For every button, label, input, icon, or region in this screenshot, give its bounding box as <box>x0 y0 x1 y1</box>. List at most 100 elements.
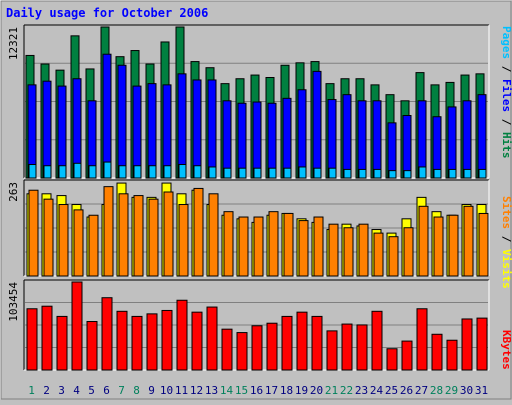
bar-sites-14 <box>223 211 234 277</box>
bar-files-15 <box>237 102 247 179</box>
x-label-11: 11 <box>175 384 188 397</box>
bar-pages-14 <box>223 167 232 179</box>
chart-title: Daily usage for October 2006 <box>6 6 208 20</box>
bar-kbytes-25 <box>386 348 398 371</box>
legend-separator: / <box>500 229 512 249</box>
bar-files-19 <box>297 89 307 179</box>
bar-pages-23 <box>358 168 367 179</box>
bar-files-14 <box>222 100 232 179</box>
bar-kbytes-15 <box>236 332 248 371</box>
bar-kbytes-27 <box>416 308 428 371</box>
x-label-5: 5 <box>88 384 95 397</box>
bar-sites-7 <box>118 193 129 277</box>
bar-pages-9 <box>148 165 157 179</box>
bar-files-12 <box>192 79 202 179</box>
legend-item-visits: Visits <box>500 249 512 289</box>
bar-sites-8 <box>133 195 144 277</box>
x-label-26: 26 <box>400 384 413 397</box>
bar-kbytes-12 <box>191 311 203 371</box>
bar-sites-6 <box>103 186 114 277</box>
legend-separator: / <box>500 112 512 132</box>
bar-kbytes-3 <box>56 315 68 371</box>
bar-kbytes-23 <box>356 324 368 371</box>
bar-kbytes-8 <box>131 315 143 371</box>
bar-kbytes-7 <box>116 310 128 371</box>
bar-kbytes-16 <box>251 325 263 371</box>
bar-kbytes-13 <box>206 306 218 371</box>
bar-kbytes-2 <box>41 305 53 371</box>
bar-sites-5 <box>88 214 99 277</box>
legend-visits_sites: Sites / Visits <box>500 196 512 289</box>
bar-pages-31 <box>478 168 487 179</box>
bar-files-20 <box>312 70 322 179</box>
bar-sites-30 <box>463 205 474 277</box>
bar-sites-15 <box>238 216 249 277</box>
bar-files-31 <box>477 94 487 179</box>
x-label-30: 30 <box>460 384 473 397</box>
bar-kbytes-17 <box>266 322 278 371</box>
bar-files-9 <box>147 83 157 179</box>
bar-sites-1 <box>28 189 39 277</box>
legend-item-files: Files <box>500 79 512 112</box>
x-label-23: 23 <box>355 384 368 397</box>
bar-sites-27 <box>418 205 429 277</box>
x-label-13: 13 <box>205 384 218 397</box>
bar-pages-2 <box>43 165 52 179</box>
bar-files-10 <box>162 84 172 179</box>
bar-sites-11 <box>178 204 189 277</box>
bar-pages-30 <box>463 168 472 179</box>
bar-sites-10 <box>163 191 174 277</box>
x-label-18: 18 <box>280 384 293 397</box>
x-label-16: 16 <box>250 384 263 397</box>
bar-files-22 <box>342 94 352 179</box>
bar-sites-9 <box>148 198 159 277</box>
bar-sites-3 <box>58 204 69 277</box>
bar-kbytes-24 <box>371 310 383 371</box>
bar-files-16 <box>252 101 262 179</box>
x-label-24: 24 <box>370 384 384 397</box>
bar-kbytes-22 <box>341 323 353 371</box>
chart-panels: 12321 Pages / Files / Hits 263 Sites / Visi… <box>7 24 512 371</box>
bar-files-7 <box>117 64 127 179</box>
x-label-14: 14 <box>220 384 234 397</box>
x-label-15: 15 <box>235 384 248 397</box>
bar-kbytes-11 <box>176 299 188 371</box>
bar-kbytes-10 <box>161 309 173 371</box>
x-label-10: 10 <box>160 384 173 397</box>
legend-separator: / <box>500 59 512 79</box>
bar-files-24 <box>372 100 382 179</box>
bar-pages-6 <box>103 161 112 179</box>
bar-files-21 <box>327 99 337 179</box>
bar-pages-10 <box>163 165 172 179</box>
bar-sites-28 <box>433 216 444 277</box>
bar-kbytes-9 <box>146 313 158 371</box>
x-label-12: 12 <box>190 384 203 397</box>
bar-files-27 <box>417 100 427 179</box>
x-label-29: 29 <box>445 384 458 397</box>
bar-pages-12 <box>193 165 202 179</box>
bar-pages-22 <box>343 168 352 179</box>
bar-kbytes-30 <box>461 318 473 371</box>
bar-pages-11 <box>178 164 187 179</box>
bar-pages-1 <box>28 164 37 179</box>
bar-files-3 <box>57 85 67 179</box>
bar-pages-8 <box>133 165 142 179</box>
bar-kbytes-4 <box>71 281 83 371</box>
bar-files-29 <box>447 106 457 179</box>
x-label-25: 25 <box>385 384 398 397</box>
panel-hits_files_pages: 12321 Pages / Files / Hits <box>7 24 512 179</box>
bar-pages-20 <box>313 167 322 179</box>
bar-files-13 <box>207 79 217 179</box>
x-label-31: 31 <box>475 384 488 397</box>
bar-sites-24 <box>373 232 384 277</box>
y-max-label: 12321 <box>7 27 20 60</box>
bar-kbytes-28 <box>431 333 443 371</box>
bar-pages-16 <box>253 167 262 179</box>
x-label-9: 9 <box>148 384 155 397</box>
bar-pages-13 <box>208 166 217 179</box>
bar-sites-4 <box>73 209 84 277</box>
legend-item-sites: Sites <box>500 196 512 229</box>
bar-pages-24 <box>373 168 382 179</box>
x-label-2: 2 <box>43 384 50 397</box>
